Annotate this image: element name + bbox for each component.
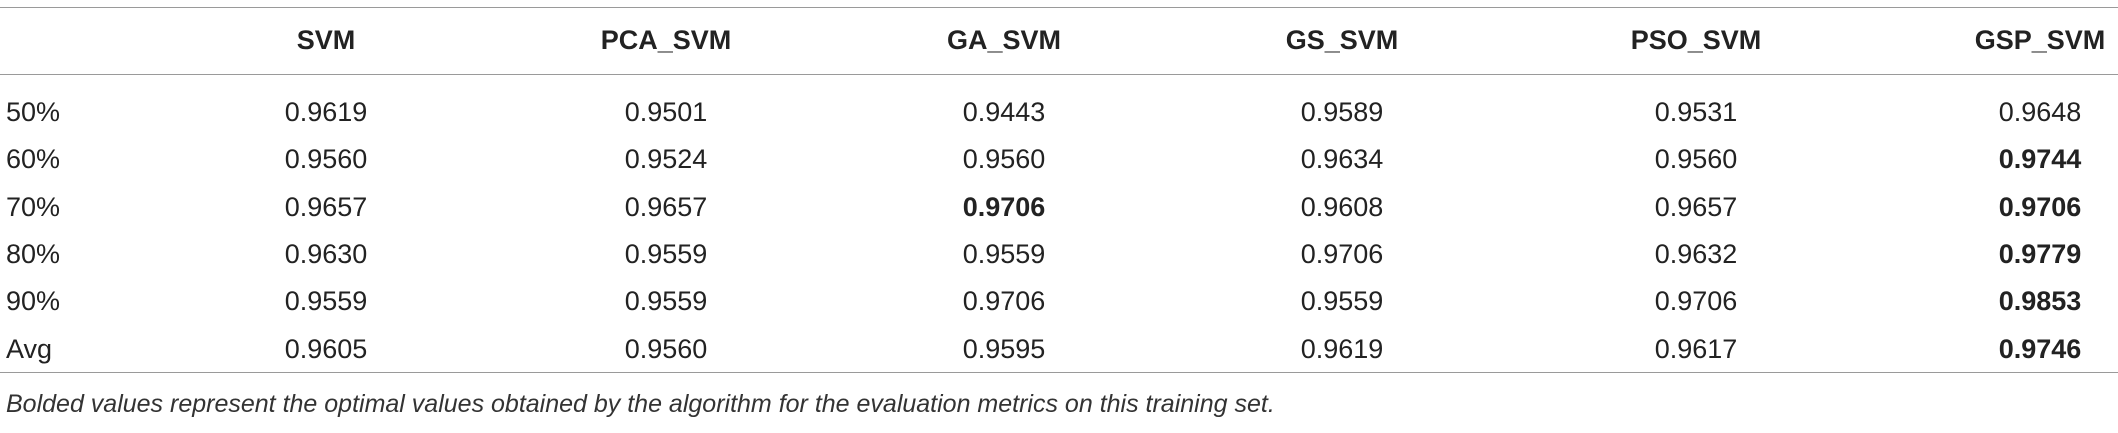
column-header: GS_SVM (1285, 25, 1399, 55)
cell-value: 0.9531 (1654, 97, 1738, 127)
cell-value: 0.9559 (624, 286, 708, 316)
row-label: 50% (6, 97, 61, 127)
cell-value: 0.9657 (284, 192, 368, 222)
cell-value: 0.9706 (1654, 286, 1738, 316)
cell-value: 0.9595 (962, 334, 1046, 364)
row-label: 80% (6, 239, 61, 269)
top-rule (0, 7, 2118, 8)
header-rule (0, 74, 2118, 75)
cell-value: 0.9657 (1654, 192, 1738, 222)
cell-value: 0.9853 (1998, 286, 2082, 316)
row-label: 70% (6, 192, 61, 222)
cell-value: 0.9589 (1300, 97, 1384, 127)
cell-value: 0.9706 (1998, 192, 2082, 222)
cell-value: 0.9779 (1998, 239, 2082, 269)
column-header: GA_SVM (946, 25, 1062, 55)
footnote: Bolded values represent the optimal valu… (6, 390, 1275, 418)
cell-value: 0.9443 (962, 97, 1046, 127)
cell-value: 0.9524 (624, 144, 708, 174)
cell-value: 0.9632 (1654, 239, 1738, 269)
cell-value: 0.9560 (962, 144, 1046, 174)
cell-value: 0.9630 (284, 239, 368, 269)
cell-value: 0.9619 (1300, 334, 1384, 364)
row-label: Avg (6, 334, 53, 364)
cell-value: 0.9608 (1300, 192, 1384, 222)
cell-value: 0.9706 (1300, 239, 1384, 269)
cell-value: 0.9634 (1300, 144, 1384, 174)
cell-value: 0.9706 (962, 192, 1046, 222)
column-header: GSP_SVM (1974, 25, 2106, 55)
column-header: SVM (296, 25, 356, 55)
cell-value: 0.9559 (624, 239, 708, 269)
cell-value: 0.9559 (284, 286, 368, 316)
cell-value: 0.9501 (624, 97, 708, 127)
cell-value: 0.9560 (624, 334, 708, 364)
row-label: 90% (6, 286, 61, 316)
cell-value: 0.9744 (1998, 144, 2082, 174)
cell-value: 0.9619 (284, 97, 368, 127)
cell-value: 0.9559 (1300, 286, 1384, 316)
column-header: PSO_SVM (1630, 25, 1762, 55)
cell-value: 0.9657 (624, 192, 708, 222)
cell-value: 0.9648 (1998, 97, 2082, 127)
cell-value: 0.9560 (284, 144, 368, 174)
cell-value: 0.9605 (284, 334, 368, 364)
cell-value: 0.9617 (1654, 334, 1738, 364)
cell-value: 0.9706 (962, 286, 1046, 316)
cell-value: 0.9746 (1998, 334, 2082, 364)
row-label: 60% (6, 144, 61, 174)
cell-value: 0.9560 (1654, 144, 1738, 174)
bottom-rule (0, 372, 2118, 373)
column-header: PCA_SVM (600, 25, 732, 55)
cell-value: 0.9559 (962, 239, 1046, 269)
